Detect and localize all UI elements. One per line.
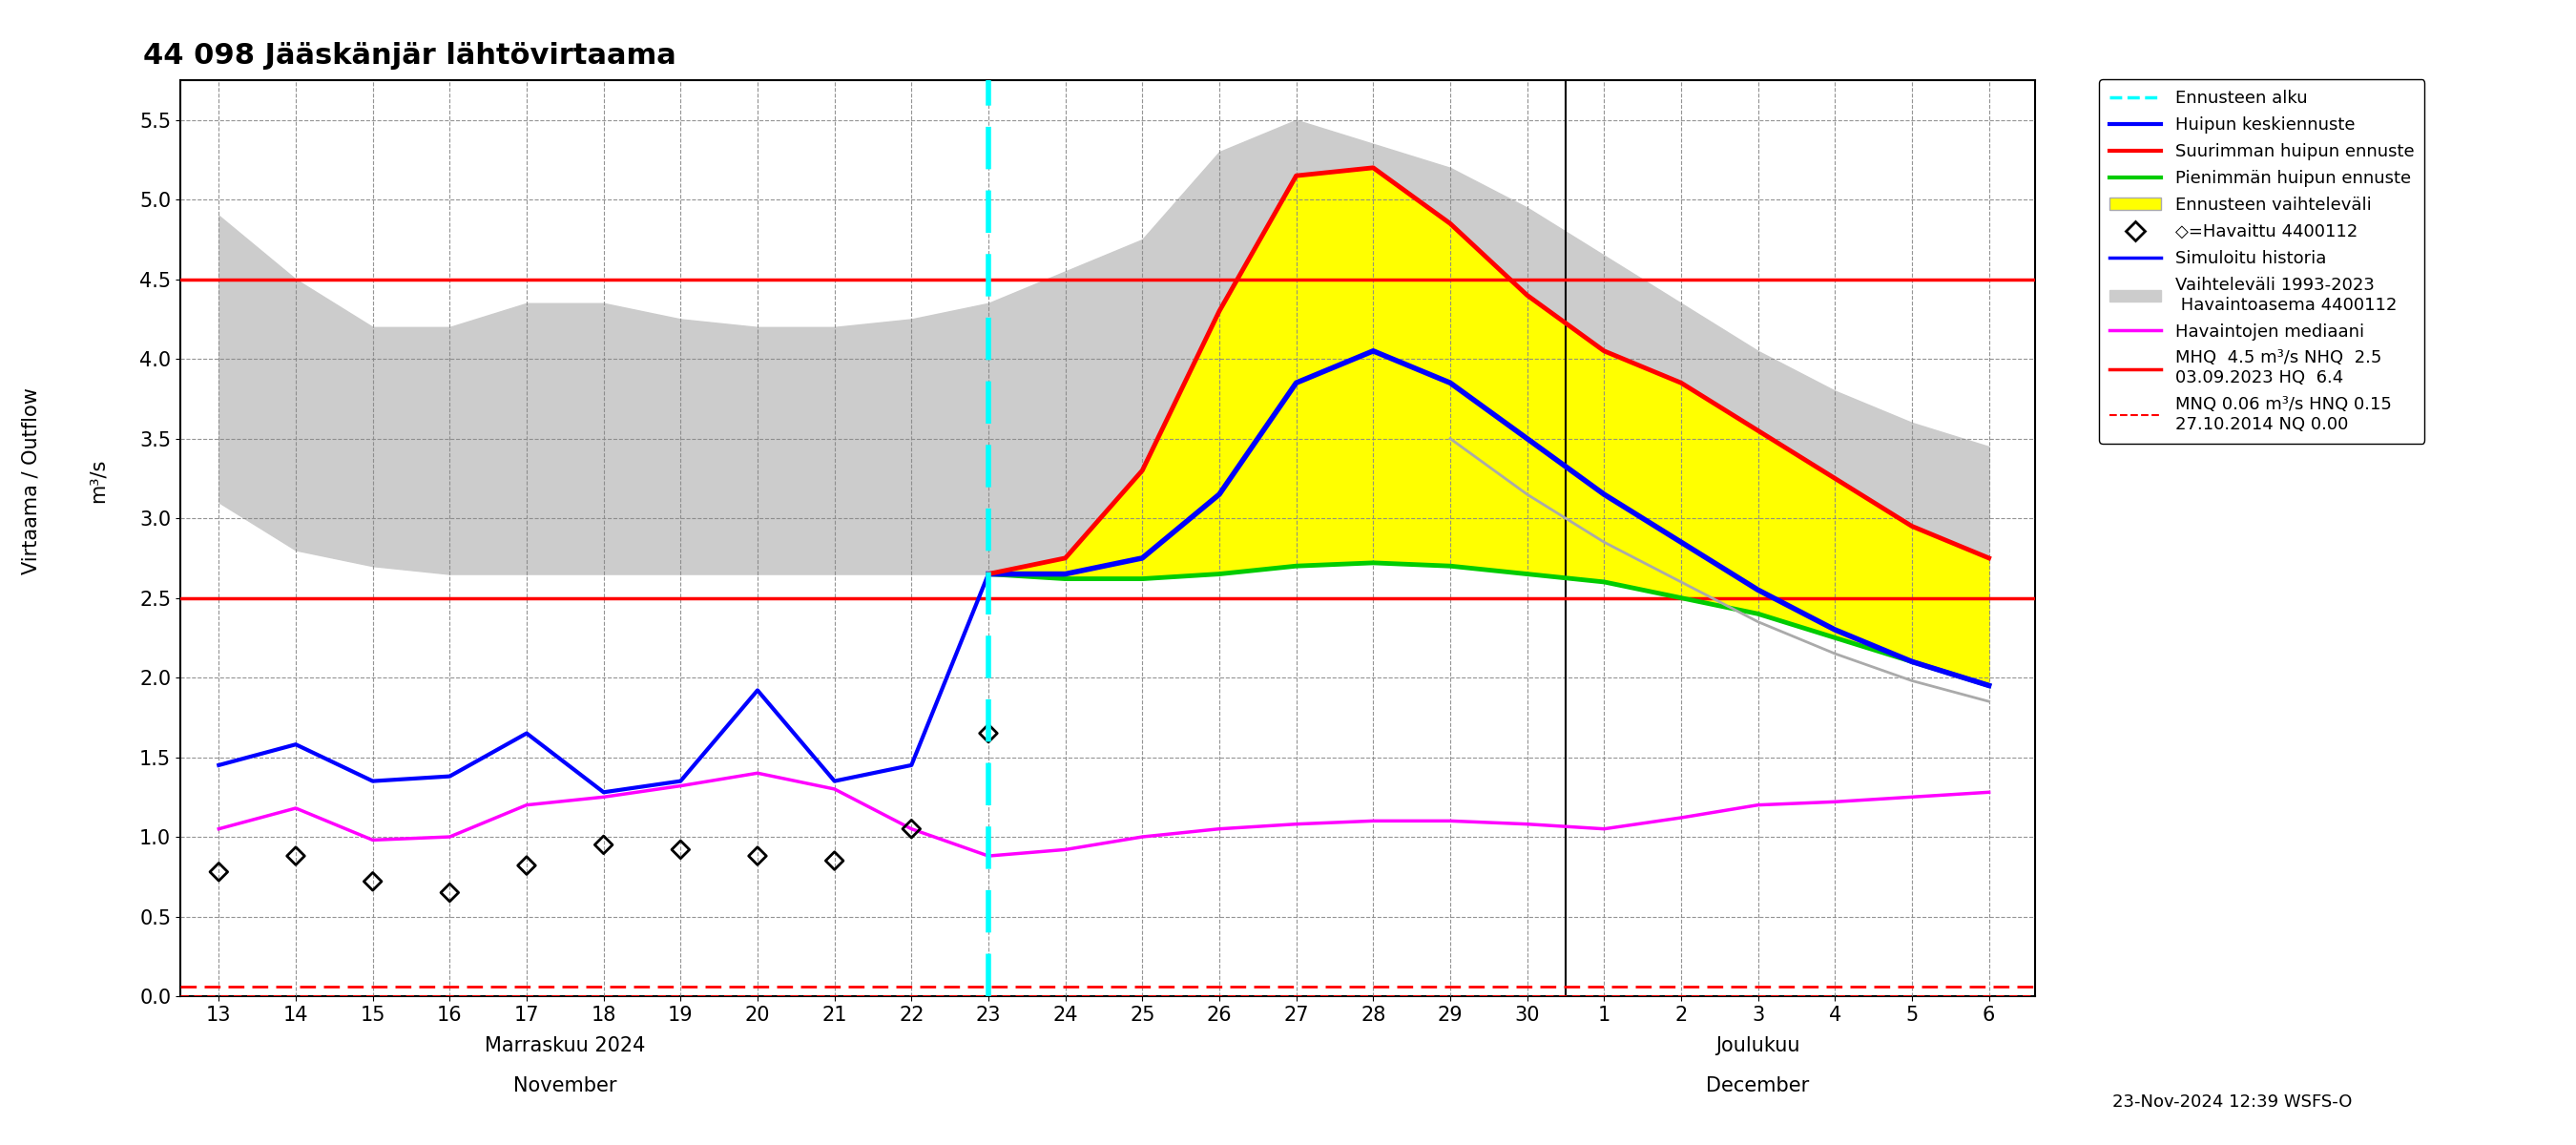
Text: 44 098 Jääskänjär lähtövirtaama: 44 098 Jääskänjär lähtövirtaama — [144, 42, 677, 70]
Text: Marraskuu 2024: Marraskuu 2024 — [484, 1036, 647, 1056]
Text: Joulukuu: Joulukuu — [1716, 1036, 1801, 1056]
Text: December: December — [1705, 1076, 1808, 1096]
Text: Virtaama / Outflow: Virtaama / Outflow — [21, 387, 41, 575]
Point — [969, 724, 1010, 742]
Legend: Ennusteen alku, Huipun keskiennuste, Suurimman huipun ennuste, Pienimmän huipun : Ennusteen alku, Huipun keskiennuste, Suu… — [2099, 80, 2424, 443]
Point — [737, 847, 778, 866]
Text: m³/s: m³/s — [88, 459, 108, 503]
Point — [430, 884, 471, 902]
Point — [814, 852, 855, 870]
Point — [198, 862, 240, 881]
Point — [659, 840, 701, 859]
Point — [891, 820, 933, 838]
Text: November: November — [513, 1076, 616, 1096]
Point — [582, 836, 623, 854]
Point — [276, 847, 317, 866]
Text: 23-Nov-2024 12:39 WSFS-O: 23-Nov-2024 12:39 WSFS-O — [2112, 1093, 2352, 1111]
Point — [353, 872, 394, 891]
Point — [505, 856, 546, 875]
